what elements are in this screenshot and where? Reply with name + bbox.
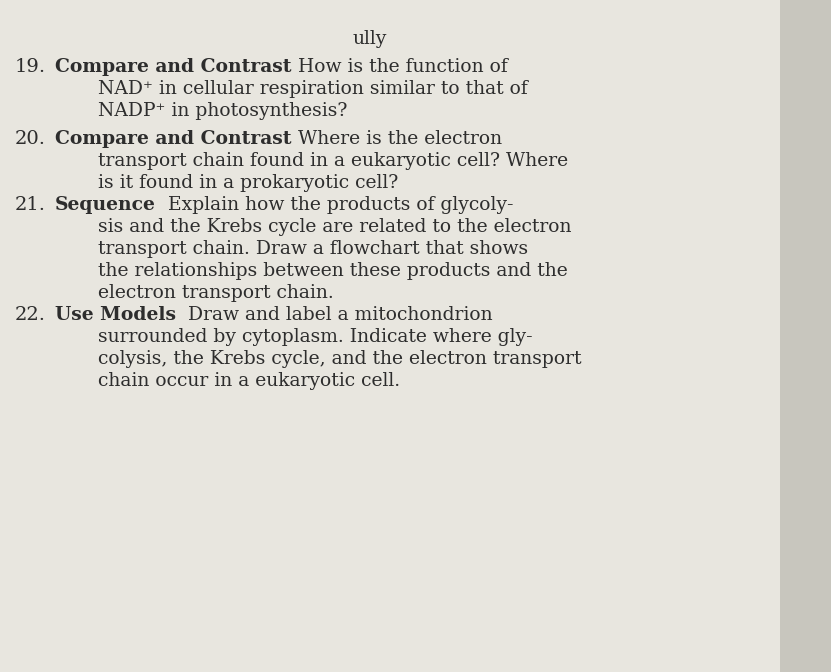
Text: chain occur in a eukaryotic cell.: chain occur in a eukaryotic cell. [98,372,400,390]
Text: Sequence: Sequence [55,196,156,214]
Bar [780,0,831,672]
Text: NAD⁺ in cellular respiration similar to that of: NAD⁺ in cellular respiration similar to … [98,80,528,98]
Text: How is the function of: How is the function of [292,58,507,76]
Text: is it found in a prokaryotic cell?: is it found in a prokaryotic cell? [98,174,398,192]
Text: 21.: 21. [15,196,46,214]
Text: Use Models: Use Models [55,306,176,324]
Text: surrounded by cytoplasm. Indicate where gly-: surrounded by cytoplasm. Indicate where … [98,328,533,346]
Text: Where is the electron: Where is the electron [292,130,502,148]
Text: NADP⁺ in photosynthesis?: NADP⁺ in photosynthesis? [98,102,347,120]
Text: sis and the Krebs cycle are related to the electron: sis and the Krebs cycle are related to t… [98,218,572,236]
Text: the relationships between these products and the: the relationships between these products… [98,262,568,280]
Text: ully: ully [353,30,387,48]
Text: transport chain found in a eukaryotic cell? Where: transport chain found in a eukaryotic ce… [98,152,568,170]
Text: electron transport chain.: electron transport chain. [98,284,334,302]
Text: 22.: 22. [15,306,46,324]
Text: Explain how the products of glycoly-: Explain how the products of glycoly- [156,196,514,214]
Text: Compare and Contrast: Compare and Contrast [55,130,292,148]
Text: Compare and Contrast: Compare and Contrast [55,58,292,76]
Text: Draw and label a mitochondrion: Draw and label a mitochondrion [176,306,493,324]
Text: colysis, the Krebs cycle, and the electron transport: colysis, the Krebs cycle, and the electr… [98,350,582,368]
Text: 20.: 20. [15,130,46,148]
Text: transport chain. Draw a flowchart that shows: transport chain. Draw a flowchart that s… [98,240,529,258]
Text: 19.: 19. [15,58,47,76]
